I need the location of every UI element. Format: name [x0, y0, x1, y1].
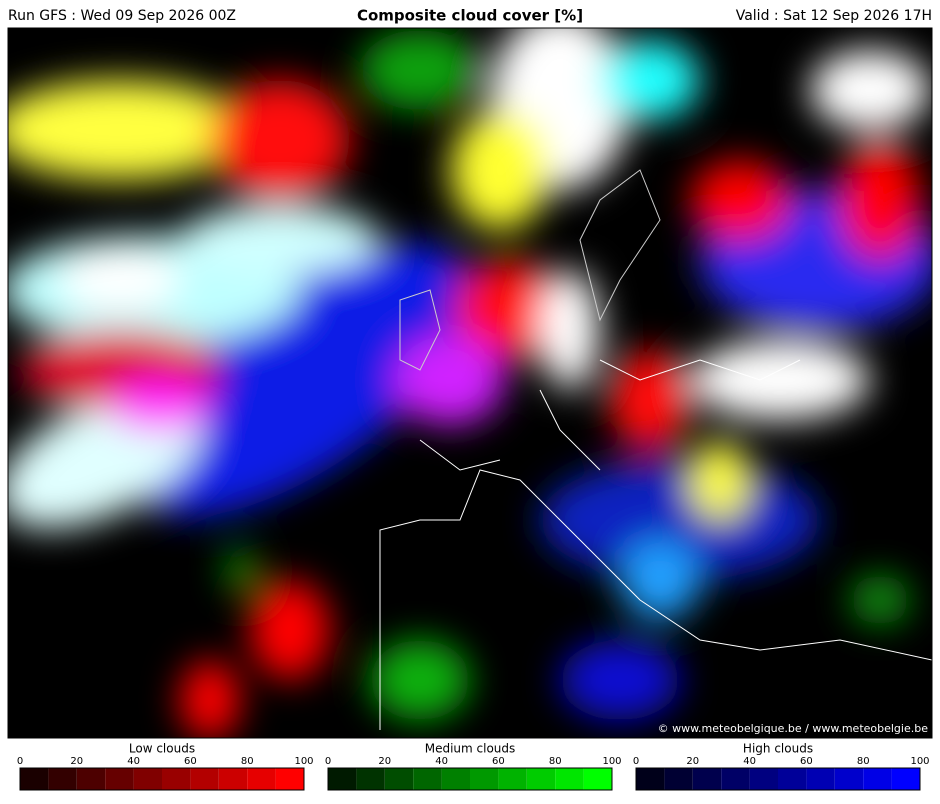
- legend-frame: [327, 767, 613, 791]
- legend-swatch: [636, 768, 665, 790]
- legend-swatch: [441, 768, 470, 790]
- legend-swatch: [498, 768, 527, 790]
- legend-tick: 80: [241, 756, 254, 767]
- legend-swatch: [526, 768, 556, 790]
- legend-tick: 20: [378, 756, 391, 767]
- legend-swatch: [721, 768, 750, 790]
- legend-swatch: [664, 768, 693, 790]
- copyright: © www.meteobelgique.be / www.meteobelgie…: [658, 722, 929, 735]
- legends: Low clouds 0 20 40 60 80 100 Medium clouds 0 20 40…: [17, 742, 930, 791]
- legend-tick: 80: [549, 756, 562, 767]
- legend-tick: 100: [294, 756, 313, 767]
- legend-swatch: [275, 768, 304, 790]
- legend-tick: 20: [70, 756, 83, 767]
- legend-swatch: [190, 768, 219, 790]
- legend-swatch: [328, 768, 357, 790]
- legend-swatch: [583, 768, 612, 790]
- legend-swatch: [105, 768, 134, 790]
- legend-tick: 80: [857, 756, 870, 767]
- legend-swatch: [48, 768, 77, 790]
- legend-swatch: [891, 768, 920, 790]
- legend-frame: [19, 767, 305, 791]
- legend-swatch: [413, 768, 442, 790]
- legend-tick: 40: [743, 756, 756, 767]
- legend-swatch: [749, 768, 778, 790]
- cloud-map: © www.meteobelgique.be / www.meteobelgie…: [8, 28, 932, 738]
- map-title: Composite cloud cover [%]: [357, 7, 583, 25]
- legend-swatch: [806, 768, 835, 790]
- legend-tick: 0: [633, 756, 639, 767]
- legend-tick: 0: [325, 756, 331, 767]
- legend-frame: [635, 767, 921, 791]
- legend-swatch: [133, 768, 162, 790]
- legend-swatch: [692, 768, 722, 790]
- legend-swatch: [863, 768, 892, 790]
- valid-info: Valid : Sat 12 Sep 2026 17H: [736, 8, 932, 24]
- legend-label: Medium clouds: [425, 742, 516, 756]
- legend-swatch: [834, 768, 864, 790]
- legend-swatch: [76, 768, 106, 790]
- legend-tick: 20: [686, 756, 699, 767]
- legend-tick: 40: [435, 756, 448, 767]
- legend-tick: 100: [910, 756, 929, 767]
- legend-swatch: [162, 768, 191, 790]
- legend-swatch: [778, 768, 807, 790]
- legend-swatch: [20, 768, 49, 790]
- legend-swatch: [247, 768, 276, 790]
- legend-swatch: [356, 768, 385, 790]
- legend-label: High clouds: [743, 742, 813, 756]
- legend-swatch: [218, 768, 248, 790]
- legend-swatch: [384, 768, 414, 790]
- run-info: Run GFS : Wed 09 Sep 2026 00Z: [8, 8, 236, 24]
- legend-label: Low clouds: [129, 742, 195, 756]
- legend-swatch: [470, 768, 499, 790]
- legend-tick: 60: [492, 756, 505, 767]
- legend-tick: 0: [17, 756, 23, 767]
- legend-tick: 40: [127, 756, 140, 767]
- legend-swatch: [555, 768, 584, 790]
- legend-tick: 60: [184, 756, 197, 767]
- legend-tick: 100: [602, 756, 621, 767]
- legend-tick: 60: [800, 756, 813, 767]
